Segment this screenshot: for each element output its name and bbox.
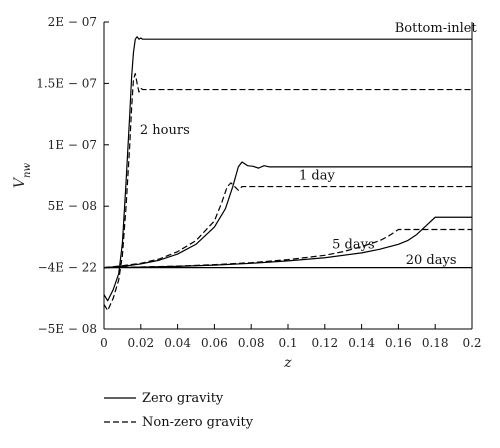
x-tick-label: 0.18 xyxy=(422,336,449,350)
legend-label: Zero gravity xyxy=(142,391,224,406)
plot-axes: 0 0.02 0.04 0.06 0.08 0.1 0.12 0.14 0.16 0.18 0.2 2… xyxy=(36,15,481,350)
series-line-5-days-dashed xyxy=(103,228,472,269)
y-tick-label: 2E − 07 xyxy=(48,15,97,29)
curve-annotation: 1 day xyxy=(299,169,335,184)
series-line-2-hours-solid xyxy=(103,36,472,302)
y-axis-label-main: V xyxy=(12,176,28,188)
curve-annotation: Bottom-inlet xyxy=(395,21,478,36)
x-tick-label: 0.04 xyxy=(164,336,191,350)
x-tick-label: 0.1 xyxy=(278,336,297,350)
y-axis-label-subscript: nw xyxy=(22,162,33,177)
x-tick-label: 0 xyxy=(100,336,108,350)
x-tick-label: 0.02 xyxy=(127,336,154,350)
y-axis-label: Vnw xyxy=(12,162,33,188)
legend: Zero gravity Non-zero gravity xyxy=(104,391,254,430)
curve-annotation: 5 days xyxy=(332,237,375,252)
series-line-1-day-solid xyxy=(103,161,472,269)
series-line-2-hours-dashed xyxy=(103,72,472,312)
series-line-1-day-dashed xyxy=(103,182,472,269)
y-tick-label: 1.5E − 07 xyxy=(36,76,97,90)
x-tick-label: 0.14 xyxy=(348,336,375,350)
y-tick-label: 1E − 07 xyxy=(48,138,97,152)
curve-annotation: 2 hours xyxy=(140,123,190,138)
y-tick-label: 5E − 08 xyxy=(48,199,97,213)
x-tick-label: 0.16 xyxy=(385,336,412,350)
x-tick-label: 0.06 xyxy=(201,336,228,350)
plot-series xyxy=(103,36,472,312)
x-tick-label: 0.2 xyxy=(462,336,481,350)
x-tick-label: 0.08 xyxy=(238,336,265,350)
y-tick-label: −5E − 08 xyxy=(38,322,97,336)
y-tick-label: −4E − 22 xyxy=(38,261,97,275)
x-tick-label: 0.12 xyxy=(311,336,338,350)
legend-label: Non-zero gravity xyxy=(142,415,254,430)
curve-annotation: 20 days xyxy=(406,253,457,268)
curve-annotations: Bottom-inlet 2 hours 1 day 5 days 20 days xyxy=(140,21,478,268)
x-axis-label: z xyxy=(283,355,292,371)
